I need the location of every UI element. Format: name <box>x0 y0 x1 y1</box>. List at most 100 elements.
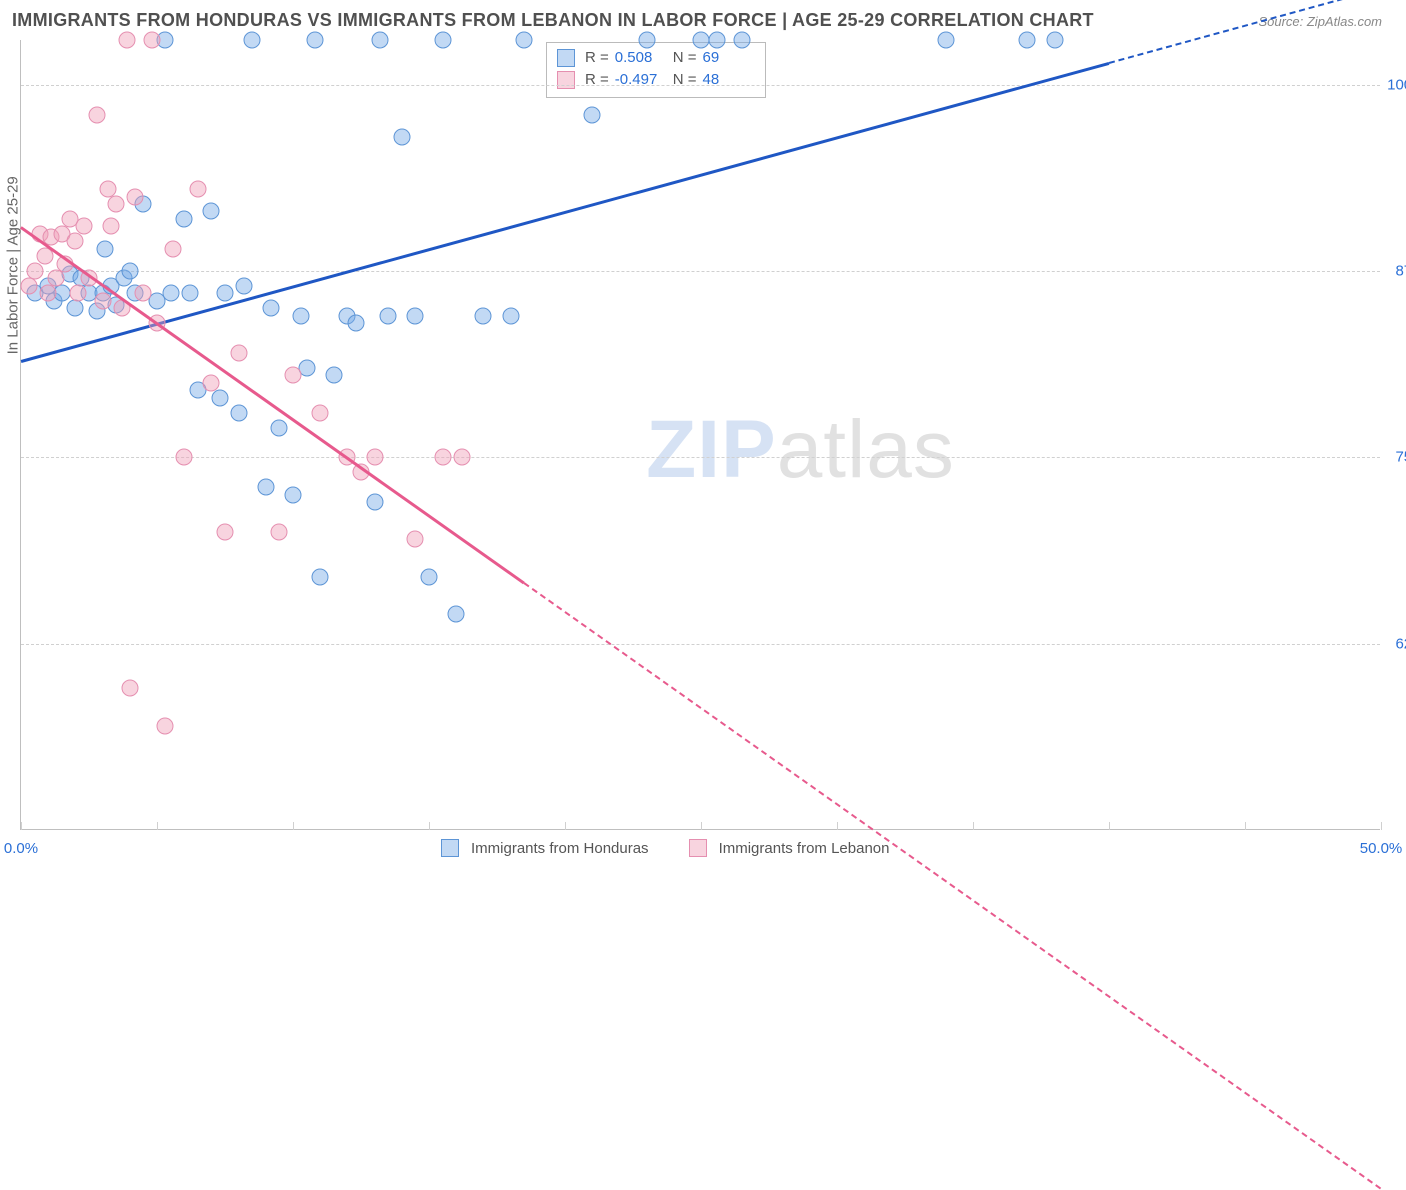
swatch-icon <box>441 839 459 857</box>
x-tick <box>1381 822 1382 830</box>
data-point <box>453 449 470 466</box>
data-point <box>230 404 247 421</box>
stats-row: R = -0.497 N = 48 <box>557 69 755 91</box>
data-point <box>189 181 206 198</box>
data-point <box>119 32 136 49</box>
x-tick <box>837 822 838 830</box>
data-point <box>108 195 125 212</box>
data-point <box>102 218 119 235</box>
data-point <box>230 345 247 362</box>
data-point <box>733 32 750 49</box>
r-value: 0.508 <box>615 47 667 69</box>
data-point <box>67 233 84 250</box>
data-point <box>162 285 179 302</box>
data-point <box>70 285 87 302</box>
data-point <box>366 449 383 466</box>
data-point <box>211 389 228 406</box>
data-point <box>1046 32 1063 49</box>
data-point <box>271 419 288 436</box>
n-label: N = <box>673 69 697 91</box>
gridline <box>21 271 1380 272</box>
data-point <box>325 367 342 384</box>
data-point <box>421 568 438 585</box>
n-label: N = <box>673 47 697 69</box>
plot-area: In Labor Force | Age 25-29 ZIPatlas R = … <box>20 40 1380 830</box>
data-point <box>584 106 601 123</box>
data-point <box>407 307 424 324</box>
data-point <box>1019 32 1036 49</box>
legend-item: Immigrants from Lebanon <box>689 839 890 857</box>
data-point <box>475 307 492 324</box>
data-point <box>165 240 182 257</box>
data-point <box>143 32 160 49</box>
r-label: R = <box>585 47 609 69</box>
data-point <box>271 523 288 540</box>
x-tick <box>157 822 158 830</box>
data-point <box>121 263 138 280</box>
y-tick-label: 100.0% <box>1387 76 1406 93</box>
data-point <box>89 106 106 123</box>
data-point <box>40 285 57 302</box>
swatch-icon <box>557 49 575 67</box>
r-label: R = <box>585 69 609 91</box>
x-tick-label: 50.0% <box>1360 840 1403 857</box>
data-point <box>26 263 43 280</box>
data-point <box>127 188 144 205</box>
data-point <box>67 300 84 317</box>
watermark-atlas: atlas <box>777 404 955 495</box>
data-point <box>380 307 397 324</box>
gridline <box>21 457 1380 458</box>
data-point <box>366 494 383 511</box>
data-point <box>312 404 329 421</box>
data-point <box>434 449 451 466</box>
x-tick <box>21 822 22 830</box>
data-point <box>937 32 954 49</box>
data-point <box>306 32 323 49</box>
chart-title: IMMIGRANTS FROM HONDURAS VS IMMIGRANTS F… <box>12 10 1094 31</box>
data-point <box>393 128 410 145</box>
y-tick-label: 87.5% <box>1395 263 1406 280</box>
y-axis-label: In Labor Force | Age 25-29 <box>5 176 22 354</box>
data-point <box>372 32 389 49</box>
data-point <box>217 523 234 540</box>
stats-row: R = 0.508 N = 69 <box>557 47 755 69</box>
data-point <box>638 32 655 49</box>
data-point <box>263 300 280 317</box>
watermark: ZIPatlas <box>646 403 955 497</box>
legend-item: Immigrants from Honduras <box>441 839 649 857</box>
data-point <box>75 218 92 235</box>
swatch-icon <box>557 71 575 89</box>
data-point <box>244 32 261 49</box>
swatch-icon <box>689 839 707 857</box>
x-tick <box>429 822 430 830</box>
trend-line <box>524 582 1382 1189</box>
n-value: 48 <box>703 69 755 91</box>
correlation-chart: IMMIGRANTS FROM HONDURAS VS IMMIGRANTS F… <box>0 0 1406 892</box>
stats-legend-box: R = 0.508 N = 69 R = -0.497 N = 48 <box>546 42 766 98</box>
data-point <box>48 270 65 287</box>
data-point <box>21 277 38 294</box>
data-point <box>407 531 424 548</box>
bottom-legend: Immigrants from Honduras Immigrants from… <box>441 839 889 857</box>
x-tick-label: 0.0% <box>4 840 38 857</box>
data-point <box>236 277 253 294</box>
r-value: -0.497 <box>615 69 667 91</box>
y-tick-label: 62.5% <box>1395 635 1406 652</box>
data-point <box>176 449 193 466</box>
x-tick <box>565 822 566 830</box>
data-point <box>94 292 111 309</box>
data-point <box>203 203 220 220</box>
data-point <box>448 605 465 622</box>
gridline <box>21 85 1380 86</box>
data-point <box>502 307 519 324</box>
y-tick-label: 75.0% <box>1395 449 1406 466</box>
watermark-zip: ZIP <box>646 404 777 495</box>
data-point <box>293 307 310 324</box>
data-point <box>97 240 114 257</box>
data-point <box>217 285 234 302</box>
trend-line <box>1109 0 1382 64</box>
legend-label: Immigrants from Lebanon <box>719 840 890 857</box>
data-point <box>181 285 198 302</box>
x-tick <box>293 822 294 830</box>
data-point <box>709 32 726 49</box>
